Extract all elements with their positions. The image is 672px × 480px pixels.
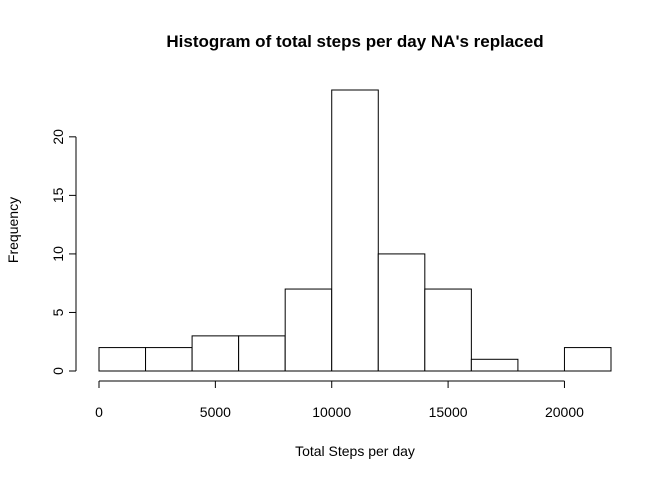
y-axis-label: Frequency	[5, 197, 21, 263]
y-tick-label: 10	[50, 246, 66, 262]
y-tick-label: 20	[50, 129, 66, 145]
y-tick-label: 15	[50, 187, 66, 203]
histogram-bar	[563, 347, 612, 372]
x-axis: 0 5000 10000 15000 20000	[95, 380, 584, 420]
x-axis-label: Total Steps per day	[295, 443, 415, 459]
y-axis: 0 5 10 15 20	[50, 129, 77, 375]
x-tick-label: 5000	[200, 404, 231, 420]
y-tick-label: 0	[50, 367, 66, 375]
histogram-bar	[145, 347, 193, 372]
x-tick-label: 0	[95, 404, 103, 420]
chart-title: Histogram of total steps per day NA's re…	[166, 32, 543, 51]
x-tick-label: 20000	[545, 404, 584, 420]
histogram-bar	[424, 288, 472, 372]
histogram-bar	[331, 89, 379, 372]
histogram-bar	[191, 335, 240, 372]
histogram-bar	[238, 335, 286, 372]
x-tick-label: 10000	[312, 404, 351, 420]
histogram-bar	[98, 347, 147, 372]
x-tick-label: 15000	[429, 404, 468, 420]
bars-group	[98, 89, 612, 372]
histogram-bar	[284, 288, 333, 372]
y-tick-label: 5	[50, 308, 66, 316]
histogram-bar	[470, 358, 519, 372]
histogram-bar	[377, 253, 426, 372]
